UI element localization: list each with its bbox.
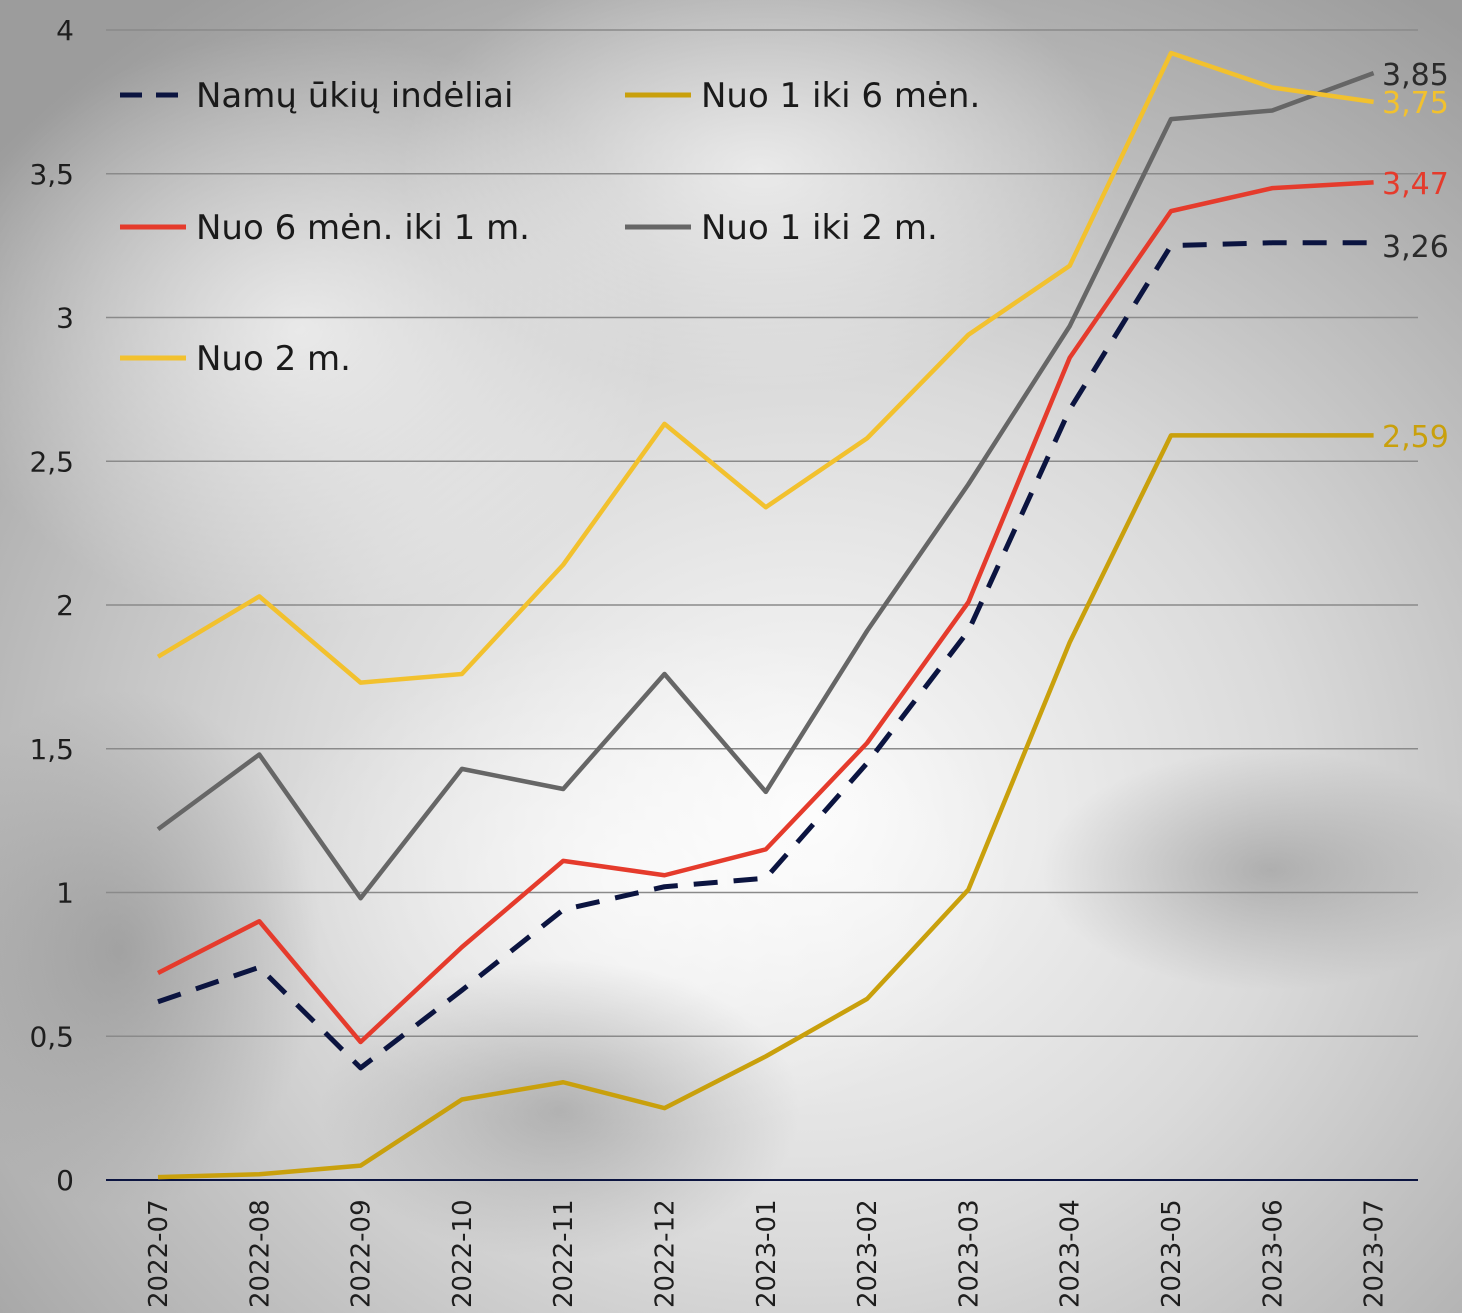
x-tick-label: 2023-07 [1360,1199,1390,1308]
legend-label-2: Nuo 6 mėn. iki 1 m. [196,208,530,248]
end-label-2: 3,47 [1382,167,1449,202]
y-axis-ticks: 0 0,5 1 1,5 2 2,5 3 3,5 4 [29,14,74,1197]
series-line-2 [156,180,1374,1045]
end-label-4: 3,75 [1382,86,1449,121]
x-axis-ticks: 2022-07 2022-08 2022-09 2022-10 2022-11 2022-… [144,1199,1390,1308]
x-tick-label: 2023-06 [1258,1199,1288,1308]
y-tick-label: 3,5 [29,158,74,191]
x-tick-label: 2023-05 [1157,1199,1187,1308]
x-tick-label: 2022-12 [651,1199,681,1308]
y-tick-label: 1,5 [29,733,74,766]
x-tick-label: 2023-01 [752,1199,782,1308]
series-line-4 [156,50,1374,685]
legend: Namų ūkių indėliai Nuo 1 iki 6 mėn. Nuo 6 … [120,76,980,379]
end-label-3: 3,85 [1382,58,1449,93]
legend-label-4: Nuo 2 m. [196,339,351,379]
x-tick-label: 2022-10 [448,1199,478,1308]
end-value-labels: 3,753,85 3,47 3,26 2,59 [1382,58,1449,455]
x-tick-label: 2023-03 [954,1199,984,1308]
series-line-1 [157,433,1374,1180]
x-tick-label: 2023-02 [853,1199,883,1308]
legend-label-0: Namų ūkių indėliai [196,76,513,116]
y-tick-label: 0,5 [29,1020,74,1053]
end-label-1: 2,59 [1382,420,1449,455]
end-label-0: 3,26 [1382,230,1449,265]
series-line-0 [157,240,1374,1071]
y-tick-label: 4 [56,14,74,47]
x-tick-label: 2023-04 [1056,1199,1086,1308]
y-tick-label: 0 [56,1164,74,1197]
series-lines [156,50,1375,1180]
y-tick-label: 2 [56,589,74,622]
y-tick-label: 3 [56,302,74,335]
series-line-3 [156,71,1375,901]
gridlines [106,29,1418,1181]
x-tick-label: 2022-07 [144,1199,174,1308]
legend-label-1: Nuo 1 iki 6 mėn. [701,76,980,116]
x-tick-label: 2022-08 [245,1199,275,1308]
x-tick-label: 2022-09 [347,1199,377,1308]
y-tick-label: 2,5 [29,445,74,478]
x-tick-label: 2022-11 [549,1199,579,1308]
y-tick-label: 1 [56,877,74,910]
legend-label-3: Nuo 1 iki 2 m. [701,208,938,248]
